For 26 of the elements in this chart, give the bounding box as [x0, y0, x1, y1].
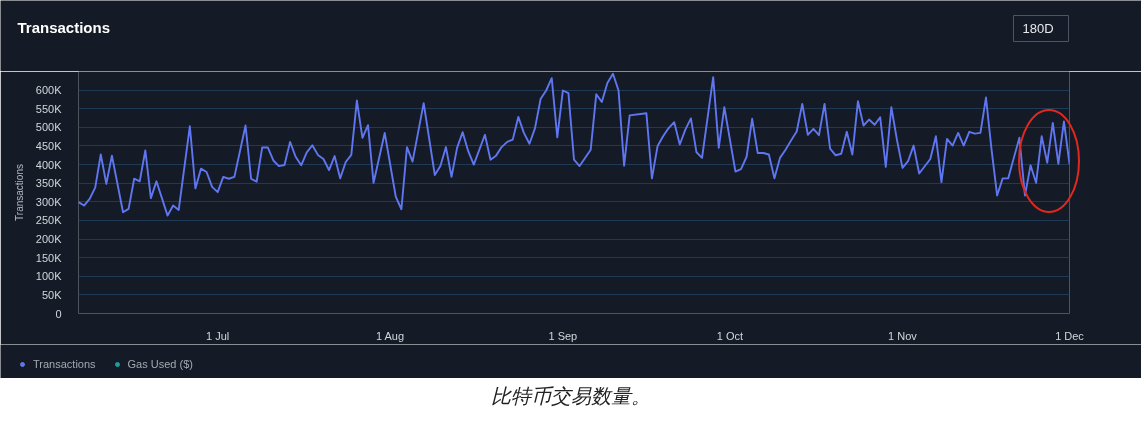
x-tick-label: 1 Aug	[375, 329, 405, 342]
y-tick-label: 200K	[35, 233, 63, 246]
y-tick-label: 150K	[35, 251, 63, 264]
y-axis-title: Transactions	[13, 164, 25, 221]
x-tick-label: 1 Oct	[716, 329, 744, 342]
y-tick-label: 0	[55, 307, 62, 320]
y-tick-label: 400K	[35, 158, 63, 171]
chart-title: Transactions	[17, 19, 111, 36]
y-tick-label: 50K	[41, 288, 63, 301]
x-tick-label: 1 Dec	[1055, 329, 1085, 342]
y-tick-label: 500K	[35, 121, 63, 134]
text: 180D	[1022, 21, 1054, 36]
text: 比特币交易数量。	[491, 384, 651, 407]
x-tick-label: 1 Nov	[888, 329, 918, 342]
y-tick-label: 350K	[35, 177, 63, 190]
line-series	[78, 72, 1070, 217]
x-tick-label: 1 Jul	[206, 329, 230, 342]
legend-label: Gas Used ($)	[127, 357, 193, 371]
y-tick-label: 250K	[35, 214, 63, 227]
x-tick-label: 1 Sep	[548, 329, 578, 342]
y-tick-label: 450K	[35, 139, 63, 152]
y-tick-label: 100K	[35, 270, 63, 283]
y-tick-label: 300K	[35, 195, 63, 208]
legend-label: Transactions	[33, 357, 96, 371]
y-tick-label: 600K	[35, 84, 63, 97]
y-tick-label: 550K	[35, 102, 63, 115]
